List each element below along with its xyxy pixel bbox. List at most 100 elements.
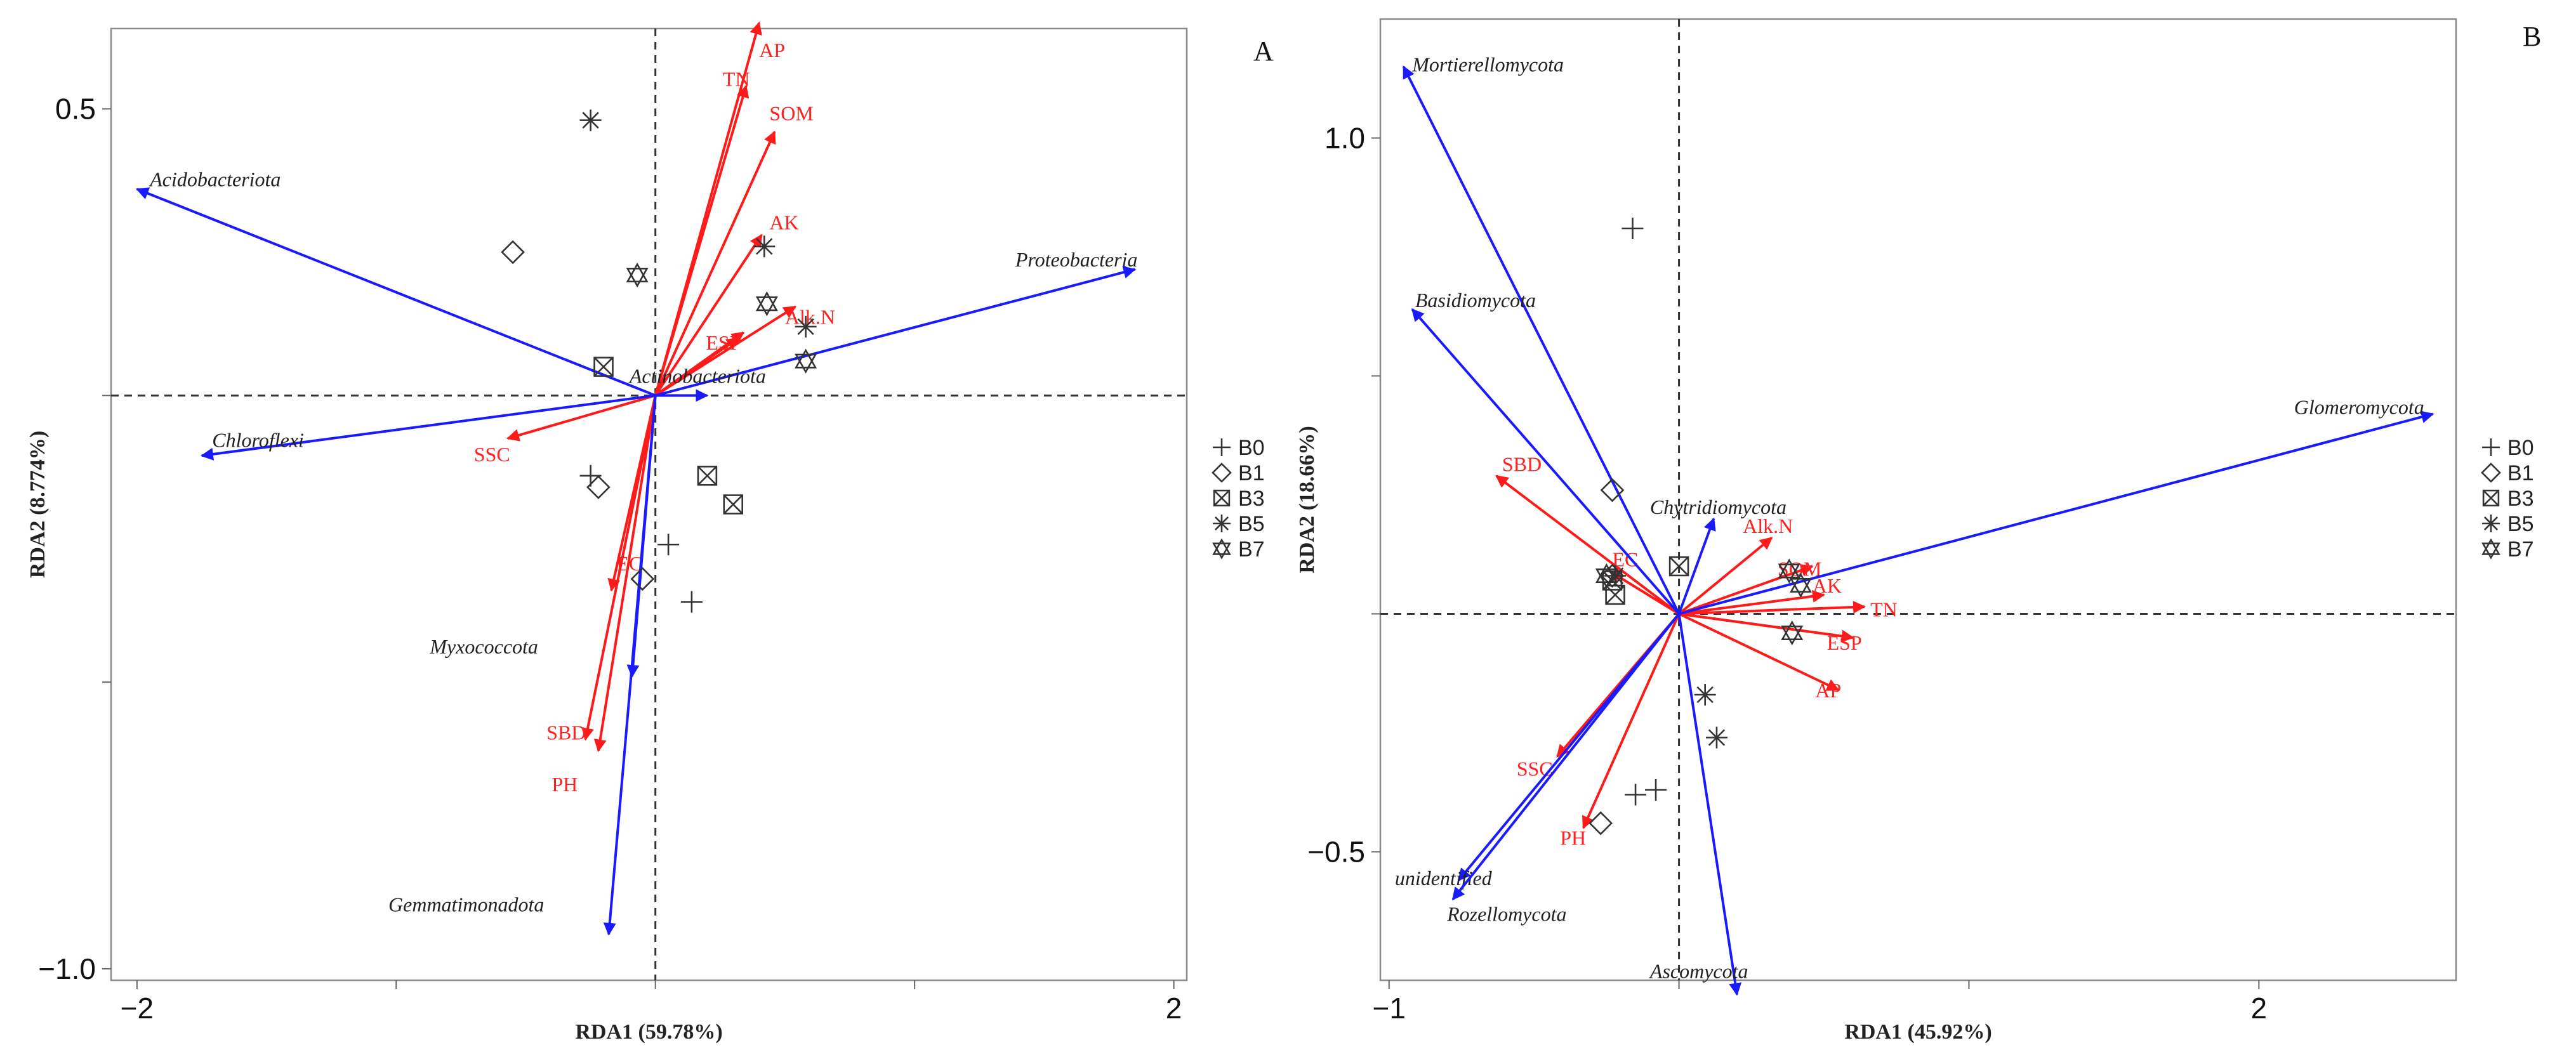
env-arrow-som: [1678, 564, 1814, 615]
sample-point-b1: [1600, 478, 1625, 502]
legend-symbol-b1: [2481, 463, 2501, 483]
env-label-esp: ESP: [1827, 631, 1862, 654]
sample-point-b0: [1645, 779, 1667, 801]
env-label-alkn: Alk.N: [1743, 515, 1793, 537]
y-tick-label: 1.0: [1324, 122, 1365, 155]
x-tick-label: 2: [1166, 992, 1182, 1025]
taxon-arrow-rozellomycota: [1451, 613, 1681, 901]
taxon-label-mortierellomycota: Mortierellomycota: [1411, 53, 1564, 76]
sample-point-b5: [753, 235, 776, 258]
sample-point-b3: [697, 466, 718, 486]
taxon-label-rozellomycota: Rozellomycota: [1446, 902, 1566, 925]
x-axis-title: RDA1 (59.78%): [575, 1020, 722, 1044]
legend-label-b7: B7: [2507, 537, 2534, 562]
env-arrow-som: [654, 130, 776, 397]
x-axis-title: RDA1 (45.92%): [1844, 1020, 1991, 1044]
sample-point-b7: [1789, 572, 1812, 598]
sample-point-b3: [593, 357, 614, 377]
sample-point-b7: [755, 291, 778, 317]
env-label-tn: TN: [1870, 598, 1898, 621]
taxon-label-proteobacteria: Proteobacteria: [1015, 248, 1138, 271]
sample-point-b0: [579, 464, 602, 487]
taxon-arrow-chytridiomycota: [1677, 517, 1716, 615]
env-label-ssc: SSC: [1517, 758, 1553, 780]
x-tick-label: −1: [1372, 992, 1405, 1025]
legend-symbol-b3: [2482, 489, 2500, 507]
env-label-sbd: SBD: [546, 721, 586, 744]
sample-point-b1: [586, 475, 611, 499]
taxon-arrow-chloroflexi: [200, 394, 656, 461]
env-label-som: SOM: [769, 102, 813, 125]
sample-point-b0: [1625, 784, 1647, 806]
legend-label-b5: B5: [1238, 512, 1265, 536]
env-label-tn: TN: [723, 67, 750, 90]
taxon-label-chytridiomycota: Chytridiomycota: [1650, 496, 1787, 518]
env-arrow-sbd: [581, 395, 657, 741]
panel-letter: A: [1253, 36, 1274, 67]
legend-symbol-b5: [2482, 515, 2500, 532]
taxon-label-actinobacteriota: Actinobacteriota: [628, 364, 766, 387]
env-label-ssc: SSC: [474, 443, 510, 466]
sample-point-b0: [657, 534, 680, 556]
env-label-ph: PH: [552, 773, 578, 796]
legend-symbol-b0: [1213, 438, 1231, 456]
env-arrow-sbd: [1495, 475, 1680, 615]
legend-symbol-b0: [2482, 438, 2500, 456]
taxon-label-myxococcota: Myxococcota: [429, 635, 538, 658]
sample-point-b1: [1589, 811, 1613, 836]
sample-point-b7: [1595, 563, 1618, 589]
env-label-alkn: Alk.N: [785, 305, 835, 328]
env-arrow-ph: [1582, 613, 1681, 829]
sample-point-b5: [795, 315, 817, 338]
env-label-ak: AK: [769, 211, 798, 233]
env-arrow-tn: [654, 84, 750, 396]
env-label-ap: AP: [759, 39, 785, 62]
y-tick-label: 0.5: [55, 93, 96, 126]
taxon-arrow-proteobacteria: [655, 266, 1137, 397]
taxon-label-ascomycota: Ascomycota: [1649, 959, 1748, 982]
sample-point-b0: [680, 591, 703, 613]
env-arrow-ak: [1679, 589, 1825, 615]
taxon-arrow-ascomycota: [1677, 614, 1742, 996]
legend-label-b0: B0: [1238, 436, 1265, 460]
sample-point-b7: [795, 348, 817, 374]
y-tick-label: −1.0: [38, 952, 96, 985]
y-axis-title: RDA2 (8.774%): [26, 431, 50, 578]
env-label-esp: ESP: [706, 331, 741, 354]
env-arrow-ph: [593, 395, 657, 752]
sample-point-b7: [1781, 620, 1804, 646]
sample-point-b5: [579, 109, 602, 131]
legend-label-b0: B0: [2507, 436, 2534, 460]
legend-label-b3: B3: [1238, 487, 1265, 511]
y-tick-label: −0.5: [1307, 836, 1365, 869]
panel-letter: B: [2523, 21, 2541, 52]
x-tick-label: −2: [121, 992, 154, 1025]
sample-point-b7: [1778, 558, 1800, 584]
taxon-arrow-basidiomycota: [1411, 308, 1681, 615]
taxon-arrow-acidobacteriota: [135, 187, 656, 397]
legend-label-b5: B5: [2507, 512, 2534, 536]
env-arrow-esp: [1679, 612, 1854, 643]
legend-label-b7: B7: [1238, 537, 1265, 562]
taxon-label-glomeromycota: Glomeromycota: [2294, 396, 2424, 419]
env-arrow-ssc: [506, 394, 656, 442]
legend-symbol-b7: [1212, 538, 1231, 560]
sample-point-b1: [501, 240, 525, 265]
taxon-label-basidiomycota: Basidiomycota: [1415, 289, 1536, 312]
plot-frame: [110, 27, 1188, 982]
plot-frame: [1379, 18, 2457, 982]
sample-point-b3: [1668, 556, 1689, 577]
taxon-label-acidobacteriota: Acidobacteriota: [149, 167, 281, 190]
taxon-label-gemmatimonadota: Gemmatimonadota: [388, 893, 544, 916]
sample-point-b7: [626, 262, 649, 288]
legend-symbol-b1: [1212, 463, 1232, 483]
taxon-label-chloroflexi: Chloroflexi: [212, 429, 304, 452]
legend-symbol-b3: [1213, 489, 1231, 507]
taxon-label-unidentified: unidentified: [1395, 867, 1493, 890]
legend-label-b1: B1: [1238, 461, 1265, 485]
taxon-arrow-gemmatimonadota: [603, 395, 657, 936]
env-arrow-ec: [654, 337, 740, 397]
